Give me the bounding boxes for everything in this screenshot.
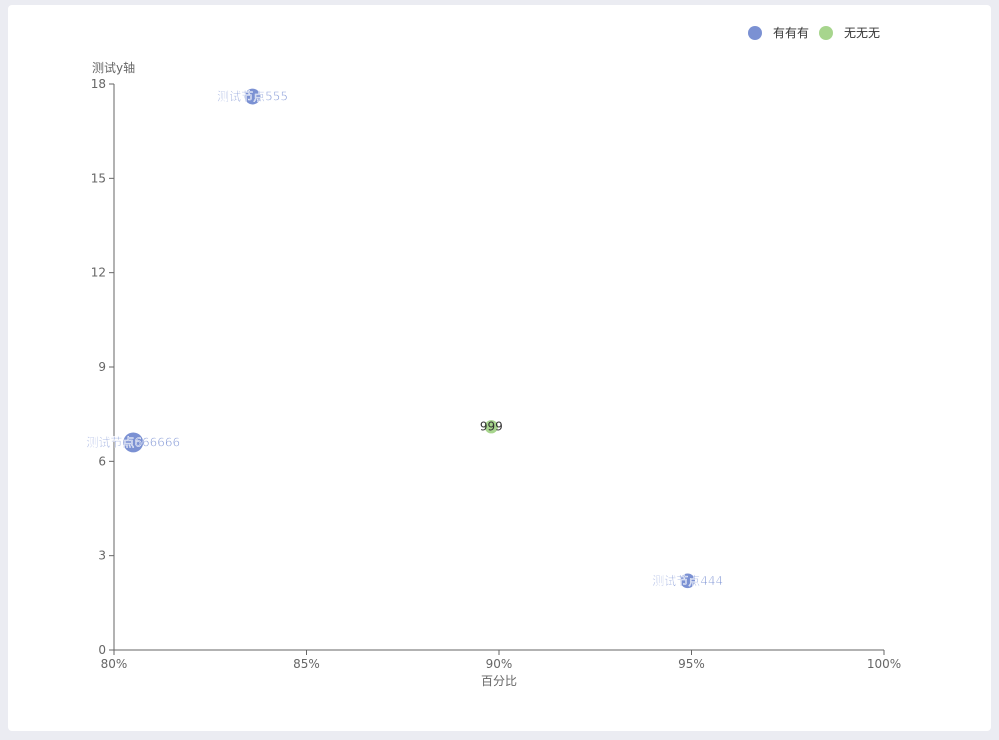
- y-tick-label: 15: [91, 171, 106, 185]
- legend-marker-icon: [748, 25, 762, 40]
- legend-label: 无无无: [844, 26, 881, 40]
- y-tick-label: 3: [98, 549, 106, 563]
- legend-label: 有有有: [773, 26, 810, 40]
- x-tick-label: 80%: [101, 657, 128, 671]
- y-tick-label: 9: [98, 360, 106, 374]
- y-tick-label: 6: [98, 454, 106, 468]
- x-tick-label: 85%: [293, 657, 320, 671]
- y-tick-label: 12: [91, 266, 106, 280]
- chart-card: [8, 5, 991, 731]
- y-tick-label: 0: [98, 643, 106, 657]
- data-point[interactable]: [680, 573, 695, 589]
- data-point[interactable]: [244, 88, 261, 105]
- data-point-label: 999: [480, 420, 503, 434]
- x-axis-title: 百分比: [481, 674, 517, 688]
- data-point-label: 测试节点444: [652, 573, 723, 588]
- legend-item-series-2[interactable]: 无无无: [819, 24, 880, 41]
- data-point[interactable]: [484, 420, 498, 434]
- y-tick-label: 18: [91, 77, 106, 91]
- data-points: 测试节点555 测试节点666666 测试节点444 999: [86, 88, 723, 589]
- chart-legend: 有有有 无无无: [748, 24, 880, 41]
- data-point-label: 测试节点666666: [86, 434, 180, 449]
- x-tick-label: 90%: [486, 657, 513, 671]
- legend-item-series-1[interactable]: 有有有: [748, 24, 809, 41]
- axis-ticks: 0 3 6 9 12 15 18 80% 85% 90% 95% 100%: [91, 77, 901, 671]
- x-tick-label: 95%: [678, 657, 705, 671]
- data-point[interactable]: [123, 432, 144, 453]
- data-point-label: 测试节点555: [217, 89, 288, 104]
- legend-marker-icon: [819, 25, 834, 40]
- x-tick-label: 100%: [867, 657, 901, 671]
- y-axis-title: 测试y轴: [92, 60, 135, 75]
